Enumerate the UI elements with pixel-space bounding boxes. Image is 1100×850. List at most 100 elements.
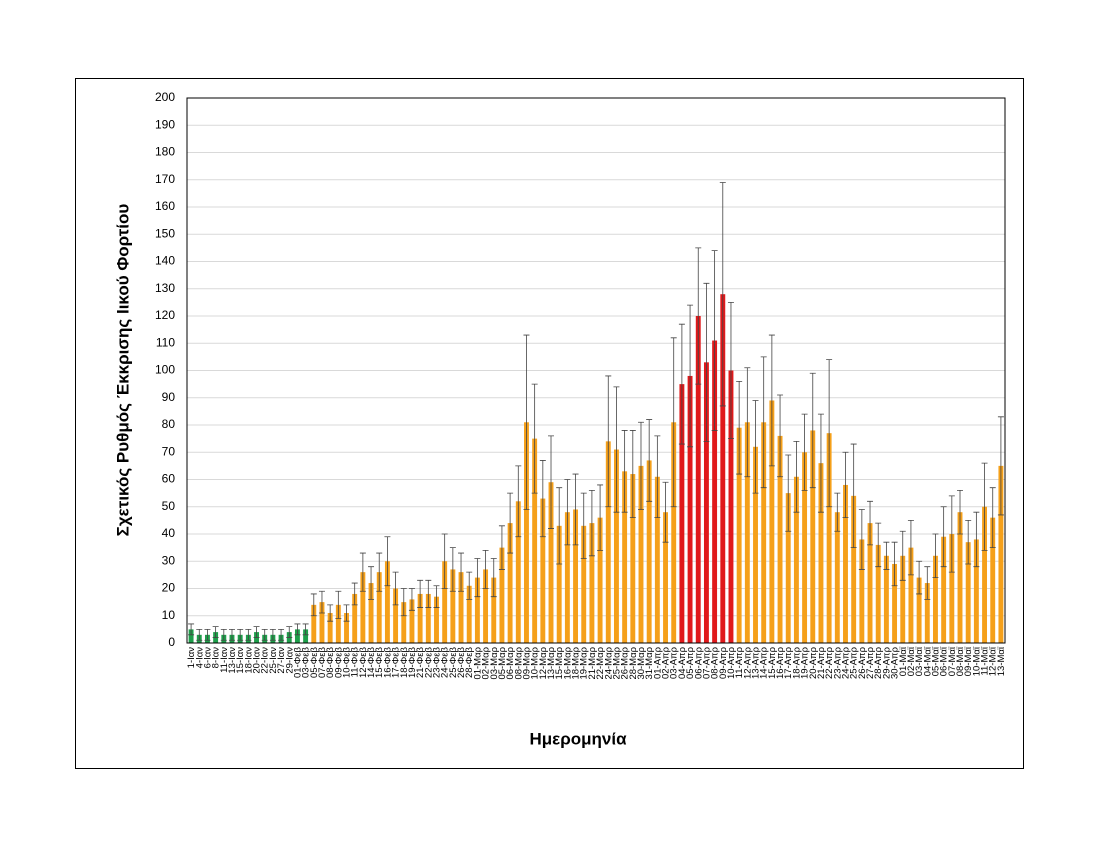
bar — [344, 613, 349, 643]
plot-frame — [186, 97, 1006, 644]
bar — [998, 465, 1004, 643]
bar — [802, 452, 808, 643]
error-bar — [916, 560, 923, 595]
error-bar — [793, 440, 800, 513]
x-tick-label: 08-Φεβ — [325, 646, 336, 678]
x-tick-label: 09-Φεβ — [333, 646, 344, 678]
bar — [360, 572, 366, 643]
bar — [581, 525, 587, 643]
error-bar — [817, 413, 824, 513]
x-tick-label: 23-Απρ — [832, 646, 843, 679]
error-bar — [858, 509, 865, 570]
x-tick-label: 13-Μαρ — [546, 646, 557, 679]
x-tick-label: 22-Μαρ — [595, 646, 606, 679]
y-axis-title: Σχετικός Ρυθμός Έκκρισης Ιικού Φορτίου — [113, 204, 132, 537]
bar — [466, 585, 472, 643]
bar — [916, 577, 922, 643]
bar — [728, 370, 734, 643]
error-bar — [376, 552, 383, 592]
bar — [826, 433, 832, 643]
x-tick-label: 24-Μαρ — [603, 646, 614, 679]
bar — [941, 536, 947, 643]
error-bar — [302, 623, 309, 636]
bar — [924, 583, 930, 643]
x-tick-label: 12-Μαρ — [538, 646, 549, 679]
error-bar — [212, 626, 219, 638]
error-bar — [335, 590, 342, 619]
y-tick-label: 30 — [162, 553, 176, 567]
x-tick-label: 12-Φεβ — [358, 646, 369, 678]
error-bar — [204, 628, 211, 641]
x-tick-label: 19-Απρ — [800, 646, 811, 679]
bar — [450, 569, 456, 643]
bar — [540, 498, 546, 643]
x-tick-label: 30-Μαρ — [636, 646, 647, 679]
bar — [703, 362, 709, 643]
bar — [638, 465, 644, 643]
x-tick-label: 11-Ιαν — [219, 647, 230, 673]
x-tick-label: 14-Φεβ — [366, 646, 377, 678]
y-tick-label: 120 — [155, 308, 175, 322]
x-tick-label: 23-Φεβ — [431, 646, 442, 678]
bar — [679, 384, 685, 643]
x-tick-label: 01-Μαϊ — [898, 646, 909, 676]
error-bar — [842, 451, 849, 519]
error-bar — [269, 628, 276, 641]
x-tick-label: 29-Απρ — [881, 646, 892, 679]
error-bar — [768, 334, 775, 467]
bar — [188, 629, 194, 643]
error-bar — [261, 628, 268, 641]
error-bar — [564, 479, 571, 546]
bar — [982, 506, 988, 643]
x-tick-label: 02-Μαϊ — [906, 646, 917, 676]
x-tick-label: 20-Απρ — [808, 646, 819, 679]
error-bar — [548, 435, 555, 529]
bar — [384, 561, 390, 643]
x-tick-label: 10-Απρ — [726, 646, 737, 679]
error-bar — [278, 628, 285, 641]
x-tick-label: 09-Μαϊ — [963, 646, 974, 676]
error-bar — [687, 304, 694, 448]
x-tick-label: 01-Απρ — [652, 646, 663, 679]
error-bar — [777, 394, 784, 478]
x-tick-label: 16-Φεβ — [382, 646, 393, 678]
x-tick-label: 05-Φεβ — [309, 646, 320, 678]
bar — [900, 555, 906, 643]
error-bar — [253, 626, 260, 638]
error-bar — [719, 182, 726, 407]
bar — [409, 599, 415, 643]
error-bar — [662, 481, 669, 543]
x-tick-label: 22-Ιαν — [260, 647, 271, 674]
error-bar — [392, 571, 399, 606]
x-tick-label: 08-Μαρ — [513, 646, 524, 679]
x-tick-label: 25-Ιαν — [268, 647, 279, 674]
bar — [785, 493, 791, 643]
error-bar — [482, 549, 489, 589]
error-bar — [801, 413, 808, 491]
bar — [499, 547, 505, 643]
x-tick-label: 02-Μαρ — [481, 646, 492, 679]
x-tick-label: 18-Απρ — [791, 646, 802, 679]
error-bar — [474, 558, 481, 598]
x-tick-label: 04-Μαϊ — [922, 646, 933, 676]
bar — [744, 422, 750, 643]
error-bar — [597, 484, 604, 551]
bar — [434, 596, 439, 643]
x-tick-label: 04-Απρ — [677, 646, 688, 679]
x-tick-label: 25-Μαρ — [611, 646, 622, 679]
bar — [613, 449, 619, 643]
bar — [376, 572, 382, 643]
error-bar — [809, 372, 816, 489]
x-tick-label: 16-Μαρ — [562, 646, 573, 679]
y-tick-label: 200 — [155, 90, 175, 104]
bar — [319, 602, 325, 643]
error-bar — [637, 421, 644, 510]
x-tick-label: 05-Απρ — [685, 646, 696, 679]
error-bar — [294, 623, 301, 636]
error-bar — [744, 367, 751, 478]
x-tick-label: 20-Ιαν — [252, 647, 263, 674]
bar — [605, 441, 611, 643]
error-bar — [883, 541, 890, 570]
error-bar — [646, 419, 653, 502]
x-tick-label: 22-Απρ — [824, 646, 835, 679]
